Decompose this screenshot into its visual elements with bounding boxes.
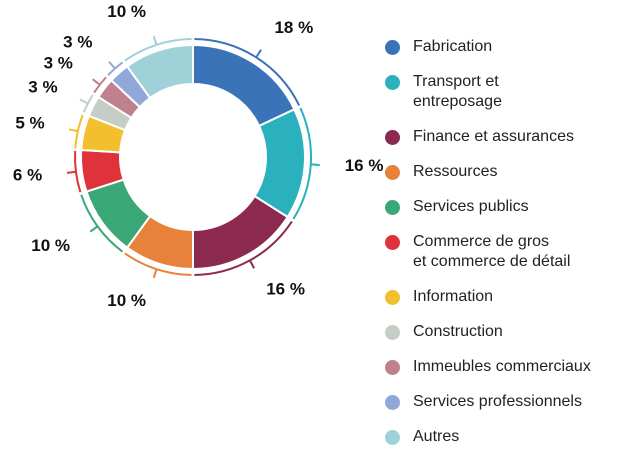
- legend-swatch: [385, 430, 400, 445]
- outer-arc: [124, 38, 192, 62]
- legend-item: Fabrication: [385, 37, 631, 57]
- label-tick: [152, 35, 158, 46]
- outer-arc: [82, 94, 94, 113]
- legend-label: Fabrication: [413, 38, 493, 55]
- legend-label: Commerce de gros et commerce de détail: [413, 233, 571, 270]
- outer-arc: [93, 76, 107, 94]
- legend-label: Services publics: [413, 198, 529, 215]
- legend-item: Information: [385, 287, 631, 307]
- outer-arc: [107, 61, 124, 76]
- legend-label: Immeubles commerciaux: [413, 358, 591, 375]
- legend-swatch: [385, 40, 400, 55]
- legend-swatch: [385, 75, 400, 90]
- legend-item: Transport et entreposage: [385, 72, 631, 112]
- legend-item: Services publics: [385, 197, 631, 217]
- label-tick: [255, 49, 262, 58]
- legend-label: Construction: [413, 323, 503, 340]
- value-label: 6 %: [13, 166, 42, 185]
- donut-segment: [192, 194, 289, 271]
- value-label: 10 %: [107, 291, 146, 310]
- outer-arc: [194, 220, 293, 276]
- legend: Fabrication Transport et entreposage Finan…: [385, 37, 631, 462]
- legend-label: Transport et entreposage: [413, 73, 502, 110]
- legend-swatch: [385, 165, 400, 180]
- legend-item: Finance et assurances: [385, 127, 631, 147]
- outer-arc: [194, 38, 301, 106]
- label-tick: [66, 170, 77, 174]
- label-tick: [79, 98, 89, 105]
- legend-swatch: [385, 325, 400, 340]
- outer-arc: [74, 150, 82, 193]
- outer-arc: [80, 194, 124, 253]
- legend-swatch: [385, 395, 400, 410]
- outer-arc: [292, 107, 312, 220]
- legend-item: Autres: [385, 427, 631, 447]
- legend-label: Autres: [413, 428, 460, 445]
- legend-swatch: [385, 235, 400, 250]
- value-label: 3 %: [28, 77, 57, 96]
- legend-label: Ressources: [413, 163, 498, 180]
- legend-item: Commerce de gros et commerce de détail: [385, 232, 631, 272]
- label-tick: [108, 61, 116, 70]
- chart: 18 % 16 % 16 % 10 % 10 % 6 % 5 % 3 % 3 % 3 % 10 %: [13, 2, 384, 310]
- label-tick: [152, 268, 158, 279]
- label-tick: [248, 259, 256, 269]
- value-label: 10 %: [31, 236, 70, 255]
- donut-segment: [192, 43, 296, 128]
- legend-swatch: [385, 130, 400, 145]
- value-label: 5 %: [15, 113, 44, 132]
- value-label: 18 %: [274, 18, 313, 37]
- value-label: 16 %: [345, 156, 384, 175]
- legend-item: Construction: [385, 322, 631, 342]
- legend-swatch: [385, 290, 400, 305]
- value-label: 16 %: [266, 280, 305, 299]
- legend-swatch: [385, 360, 400, 375]
- legend-item: Ressources: [385, 162, 631, 182]
- legend-label: Information: [413, 288, 494, 305]
- legend-swatch: [385, 200, 400, 215]
- label-tick: [310, 163, 320, 166]
- legend-item: Immeubles commerciaux: [385, 357, 631, 377]
- page: {"chart_data": {"type": "donut", "catego…: [12, 1, 591, 445]
- value-label: 10 %: [107, 2, 146, 21]
- value-label: 3 %: [63, 32, 92, 51]
- legend-item: Services professionnels: [385, 392, 631, 412]
- legend-label: Finance et assurances: [413, 128, 574, 145]
- label-tick: [92, 78, 101, 86]
- label-tick: [68, 128, 79, 133]
- value-label: 3 %: [44, 53, 73, 72]
- label-tick: [89, 225, 99, 233]
- donut-segment: [125, 43, 194, 100]
- legend-label: Services professionnels: [413, 393, 582, 410]
